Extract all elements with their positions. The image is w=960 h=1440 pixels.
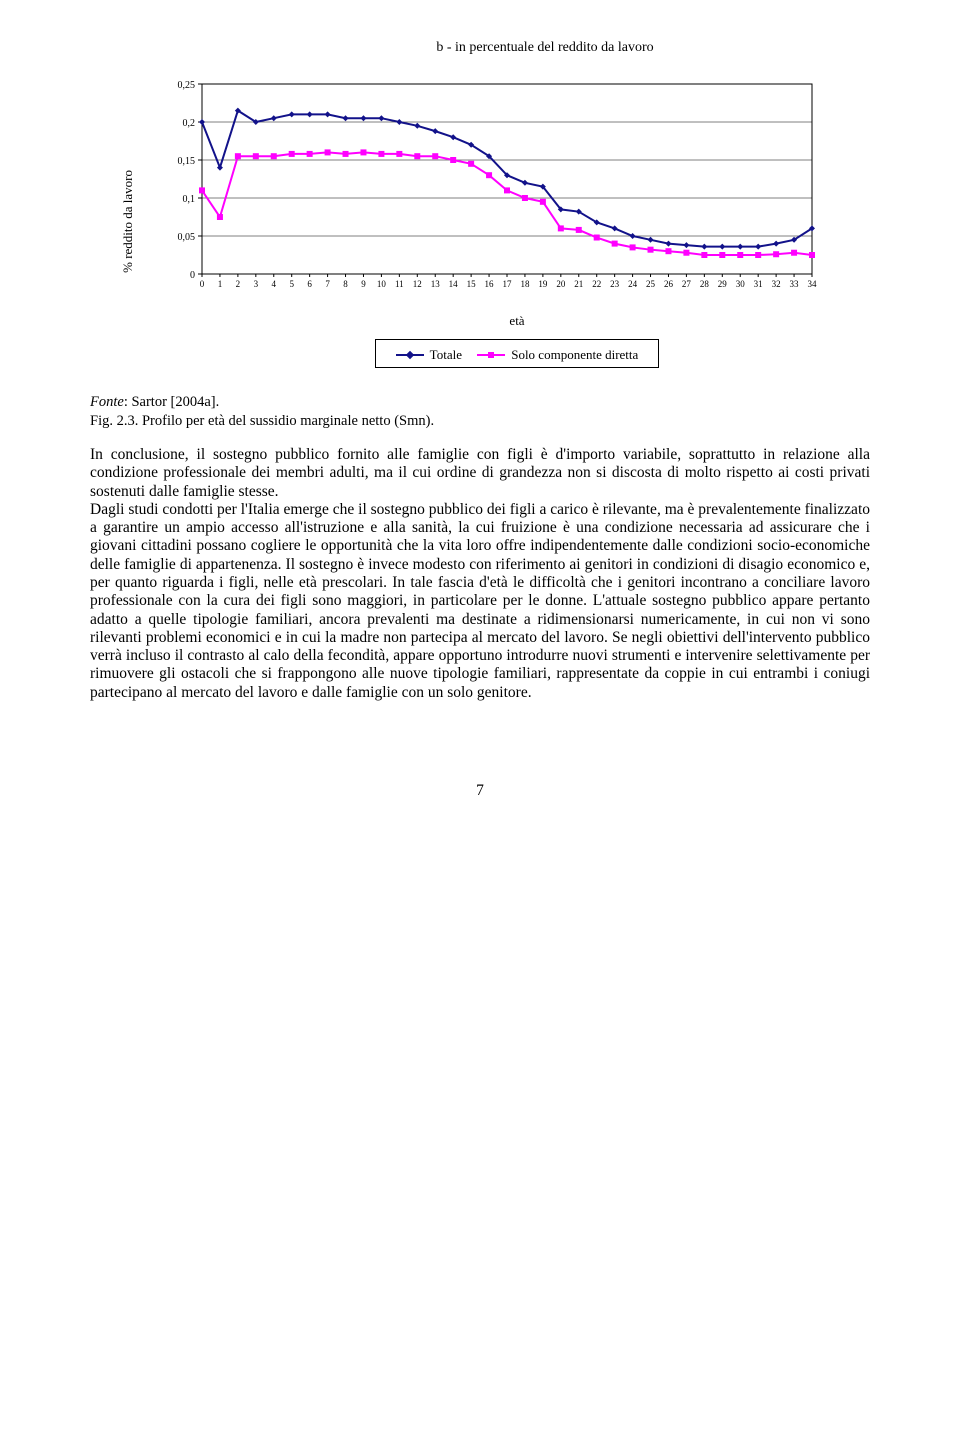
source-line: Fonte: Sartor [2004a]. bbox=[90, 394, 870, 411]
svg-text:28: 28 bbox=[700, 279, 710, 289]
chart-plot: 00,050,10,150,20,25012345678910111213141… bbox=[142, 74, 822, 368]
svg-text:24: 24 bbox=[628, 279, 638, 289]
chart-legend: Totale Solo componente diretta bbox=[375, 339, 660, 368]
svg-text:19: 19 bbox=[538, 279, 548, 289]
svg-text:27: 27 bbox=[682, 279, 692, 289]
svg-text:34: 34 bbox=[808, 279, 818, 289]
svg-text:6: 6 bbox=[307, 279, 312, 289]
svg-text:0,25: 0,25 bbox=[178, 80, 196, 91]
legend-item-diretta: Solo componente diretta bbox=[477, 347, 638, 363]
svg-text:0,1: 0,1 bbox=[183, 194, 196, 205]
svg-text:0,2: 0,2 bbox=[183, 118, 196, 129]
source-label: Fonte bbox=[90, 394, 124, 410]
svg-text:31: 31 bbox=[754, 279, 763, 289]
page-number: 7 bbox=[90, 782, 870, 800]
svg-text:9: 9 bbox=[361, 279, 366, 289]
legend-label: Totale bbox=[430, 347, 462, 363]
chart-title: b - in percentuale del reddito da lavoro bbox=[220, 40, 870, 56]
svg-text:11: 11 bbox=[395, 279, 404, 289]
svg-text:0: 0 bbox=[200, 279, 205, 289]
svg-text:18: 18 bbox=[520, 279, 530, 289]
svg-text:21: 21 bbox=[574, 279, 583, 289]
svg-text:13: 13 bbox=[431, 279, 441, 289]
svg-text:23: 23 bbox=[610, 279, 620, 289]
legend-item-totale: Totale bbox=[396, 347, 462, 363]
svg-text:4: 4 bbox=[272, 279, 277, 289]
svg-text:29: 29 bbox=[718, 279, 728, 289]
svg-text:17: 17 bbox=[503, 279, 513, 289]
svg-text:3: 3 bbox=[254, 279, 259, 289]
svg-text:10: 10 bbox=[377, 279, 387, 289]
body-paragraph: In conclusione, il sostegno pubblico for… bbox=[90, 446, 870, 702]
svg-text:2: 2 bbox=[236, 279, 241, 289]
legend-label: Solo componente diretta bbox=[511, 347, 638, 363]
svg-text:25: 25 bbox=[646, 279, 656, 289]
figure-caption: Fig. 2.3. Profilo per età del sussidio m… bbox=[90, 413, 870, 430]
svg-text:0,15: 0,15 bbox=[178, 156, 196, 167]
chart-xlabel: età bbox=[212, 313, 822, 329]
svg-text:0: 0 bbox=[190, 270, 195, 281]
source-value: : Sartor [2004a]. bbox=[124, 394, 219, 410]
svg-text:22: 22 bbox=[592, 279, 601, 289]
svg-text:0,05: 0,05 bbox=[178, 232, 196, 243]
svg-text:5: 5 bbox=[289, 279, 294, 289]
svg-text:33: 33 bbox=[790, 279, 800, 289]
svg-text:20: 20 bbox=[556, 279, 566, 289]
svg-text:16: 16 bbox=[485, 279, 495, 289]
svg-text:12: 12 bbox=[413, 279, 422, 289]
svg-text:1: 1 bbox=[218, 279, 223, 289]
svg-text:14: 14 bbox=[449, 279, 459, 289]
svg-text:7: 7 bbox=[325, 279, 330, 289]
svg-text:15: 15 bbox=[467, 279, 477, 289]
svg-text:8: 8 bbox=[343, 279, 348, 289]
svg-text:26: 26 bbox=[664, 279, 674, 289]
svg-text:30: 30 bbox=[736, 279, 746, 289]
chart-ylabel: % reddito da lavoro bbox=[120, 170, 136, 273]
chart-container: b - in percentuale del reddito da lavoro… bbox=[120, 40, 870, 368]
svg-text:32: 32 bbox=[772, 279, 781, 289]
